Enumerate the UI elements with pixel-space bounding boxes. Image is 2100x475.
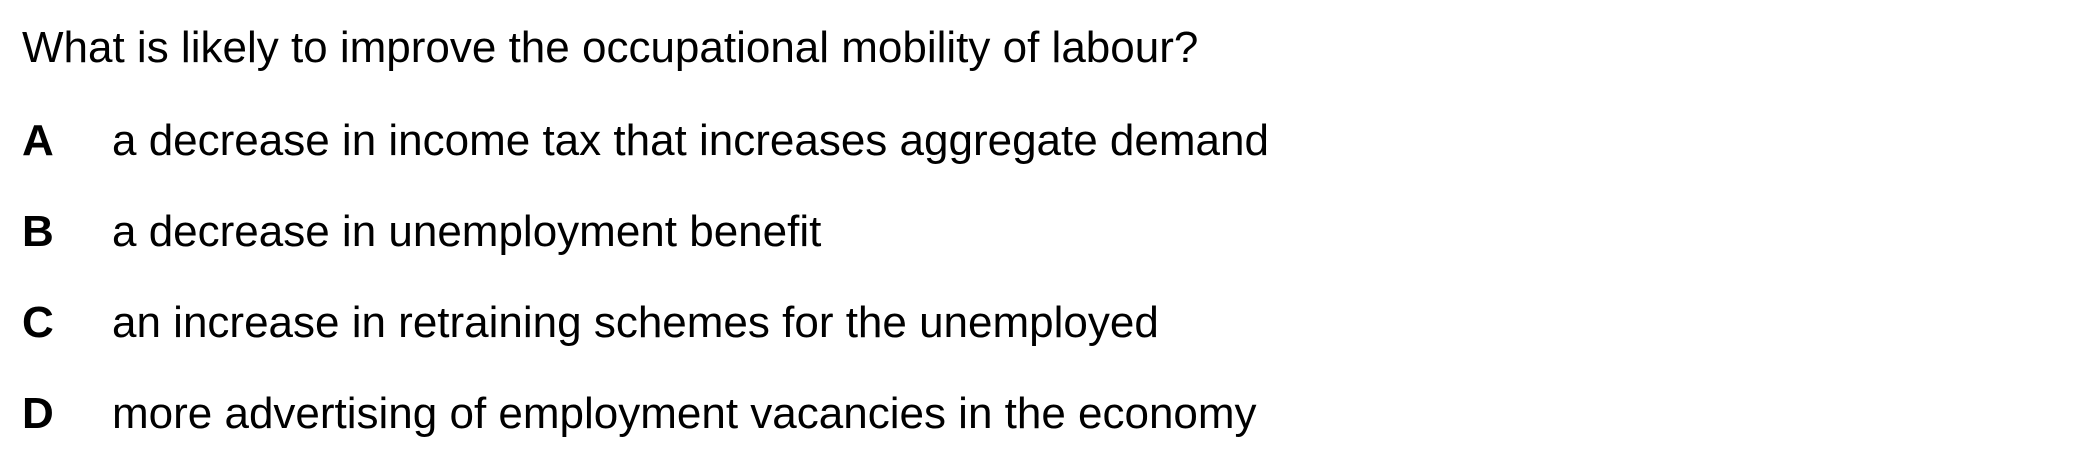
option-d-text: more advertising of employment vacancies…: [112, 389, 1257, 438]
question-text: What is likely to improve the occupation…: [22, 23, 1199, 72]
option-c-letter: C: [22, 298, 54, 347]
option-b: B a decrease in unemployment benefit: [22, 202, 1269, 262]
option-a: A a decrease in income tax that increase…: [22, 111, 1269, 171]
option-c-text: an increase in retraining schemes for th…: [112, 298, 1159, 347]
option-b-text: a decrease in unemployment benefit: [112, 207, 822, 256]
answer-options: A a decrease in income tax that increase…: [22, 111, 1269, 475]
option-b-letter: B: [22, 207, 54, 256]
option-c: C an increase in retraining schemes for …: [22, 293, 1269, 353]
option-a-letter: A: [22, 116, 54, 165]
option-d-letter: D: [22, 389, 54, 438]
option-a-text: a decrease in income tax that increases …: [112, 116, 1269, 165]
option-d: D more advertising of employment vacanci…: [22, 384, 1269, 444]
